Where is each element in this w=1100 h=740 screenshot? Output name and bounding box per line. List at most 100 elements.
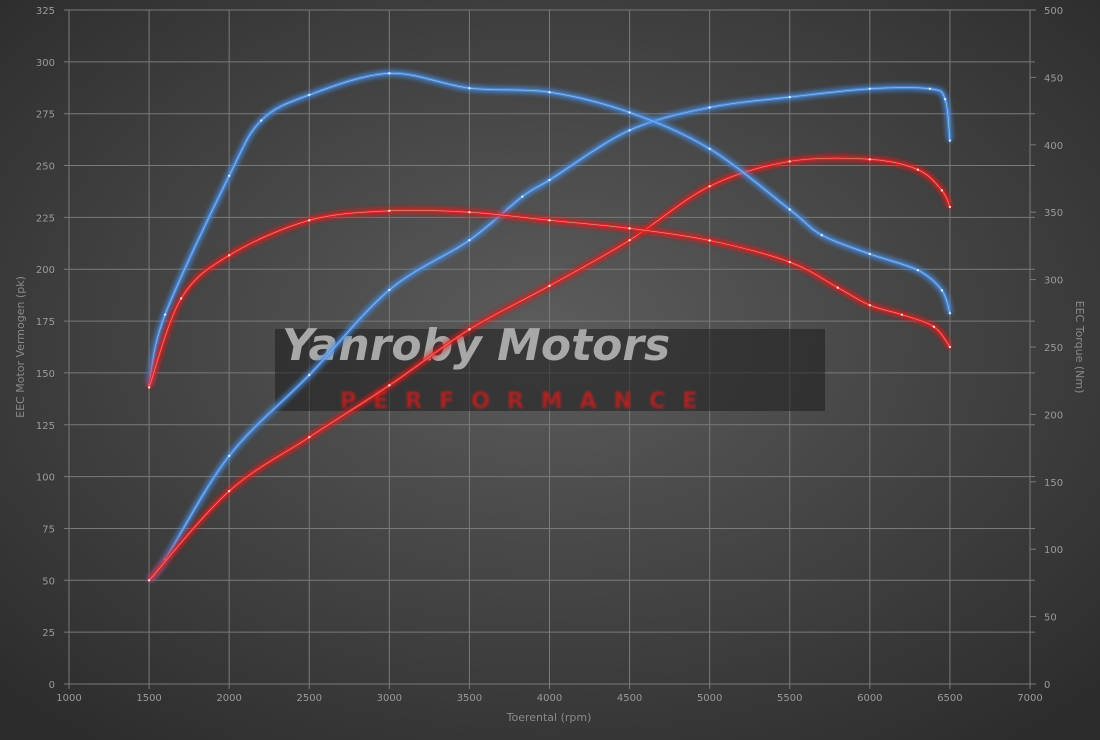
series-highlight [148, 87, 951, 581]
data-point [940, 189, 944, 192]
data-point [628, 227, 631, 230]
series-1 [147, 156, 952, 582]
data-point [932, 325, 936, 328]
data-point [147, 579, 151, 582]
data-point [227, 489, 231, 493]
data-point [948, 139, 952, 142]
y-tick-label: 0 [49, 680, 55, 691]
y-tick-label: 75 [42, 524, 55, 535]
x-tick-label: 6500 [937, 693, 962, 704]
y2-tick-label: 250 [1044, 343, 1063, 354]
data-point [227, 254, 231, 257]
data-point [227, 454, 231, 458]
data-point [788, 160, 791, 163]
data-point [548, 219, 551, 222]
y-tick-label: 100 [36, 473, 55, 484]
y2-tick-label: 100 [1044, 545, 1063, 556]
data-point [868, 252, 872, 256]
series-3 [147, 208, 952, 389]
y-tick-label: 275 [36, 110, 55, 121]
x-tick-label: 1000 [56, 693, 81, 704]
data-point [308, 219, 311, 222]
data-point [788, 208, 791, 211]
data-point [820, 233, 823, 237]
data-point [948, 312, 952, 315]
data-point [308, 93, 311, 97]
y2-tick-label: 50 [1044, 613, 1057, 624]
data-point [628, 129, 631, 132]
x-tick-label: 6000 [857, 693, 882, 704]
data-point [708, 185, 711, 188]
data-point [468, 211, 471, 214]
data-point [708, 239, 711, 242]
data-point [868, 158, 872, 161]
y2-tick-label: 300 [1044, 276, 1063, 287]
series-highlight [148, 73, 951, 385]
x-tick-label: 3000 [377, 693, 402, 704]
y-axis-label: EEC Motor Vermogen (pk) [14, 276, 27, 418]
data-point [388, 288, 391, 292]
data-point [788, 95, 791, 99]
data-point [628, 111, 631, 114]
data-point [260, 119, 263, 122]
data-point [868, 304, 872, 307]
data-point [468, 238, 471, 242]
y-tick-label: 150 [36, 369, 55, 380]
data-point [147, 386, 151, 389]
y2-tick-label: 200 [1044, 410, 1063, 421]
data-point [227, 174, 231, 178]
data-point [308, 373, 311, 377]
data-point [948, 345, 952, 349]
logo-watermark: Yanroby Motors PERFORMANCE [275, 320, 825, 414]
y2-tick-label: 350 [1044, 208, 1063, 219]
logo-line1: Yanroby Motors [282, 320, 670, 371]
data-point [708, 147, 711, 151]
y2-axis-label: EEC Torque (Nm) [1073, 301, 1086, 394]
x-axis-label: Toerental (rpm) [506, 711, 592, 724]
data-point [521, 195, 524, 198]
x-tick-label: 4000 [537, 693, 562, 704]
y2-tick-label: 500 [1044, 6, 1063, 17]
y2-tick-label: 450 [1044, 73, 1063, 84]
data-point [940, 289, 944, 292]
data-point [868, 87, 872, 91]
y-tick-label: 250 [36, 162, 55, 173]
data-point [928, 87, 932, 91]
y-tick-label: 200 [36, 265, 55, 276]
y-tick-label: 225 [36, 213, 55, 224]
data-point [916, 268, 920, 272]
data-point [943, 97, 947, 101]
data-point [468, 86, 471, 90]
x-tick-label: 5500 [777, 693, 802, 704]
data-point [900, 313, 904, 316]
logo-line2: PERFORMANCE [340, 389, 714, 414]
x-tick-label: 4500 [617, 693, 642, 704]
series-lines [147, 71, 952, 582]
x-tick-label: 2500 [297, 693, 322, 704]
data-point [548, 178, 551, 182]
data-point [388, 209, 391, 213]
series-2 [147, 71, 952, 386]
x-tick-label: 1500 [136, 693, 161, 704]
y2-tick-label: 400 [1044, 141, 1063, 152]
y-tick-label: 325 [36, 6, 55, 17]
data-point [628, 238, 631, 242]
data-point [179, 297, 183, 300]
y-tick-label: 50 [42, 576, 55, 587]
data-point [948, 205, 952, 209]
x-tick-label: 7000 [1017, 693, 1042, 704]
data-point [548, 91, 551, 94]
data-point [468, 328, 471, 331]
x-tick-label: 5000 [697, 693, 722, 704]
y-tick-label: 125 [36, 421, 55, 432]
data-point [163, 313, 167, 316]
y-tick-label: 25 [42, 628, 55, 639]
y-tick-label: 300 [36, 58, 55, 69]
series-highlight [148, 157, 951, 581]
data-point [548, 284, 551, 288]
data-point [308, 436, 311, 439]
x-tick-label: 2000 [216, 693, 241, 704]
x-tick-label: 3500 [457, 693, 482, 704]
data-point [388, 384, 391, 387]
